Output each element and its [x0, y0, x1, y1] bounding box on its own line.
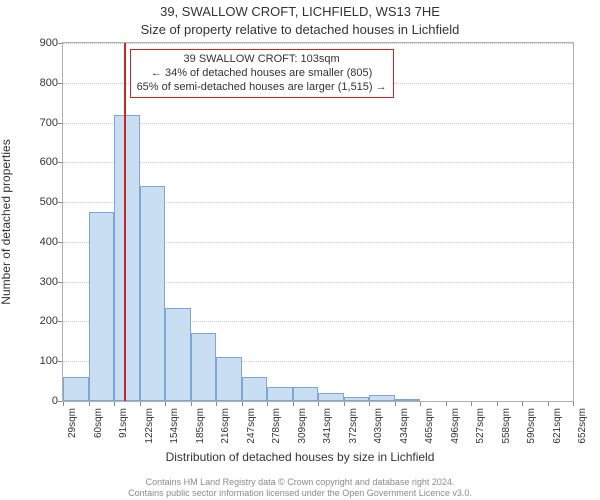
- x-tick-label: 403sqm: [373, 408, 384, 448]
- y-tick-mark: [58, 321, 62, 322]
- y-tick-mark: [58, 361, 62, 362]
- x-tick-mark: [242, 402, 243, 406]
- x-tick-mark: [471, 402, 472, 406]
- x-tick-mark: [191, 402, 192, 406]
- x-tick-label: 278sqm: [271, 408, 282, 448]
- x-tick-mark: [89, 402, 90, 406]
- page-title: 39, SWALLOW CROFT, LICHFIELD, WS13 7HE: [0, 4, 600, 19]
- y-tick-mark: [58, 83, 62, 84]
- x-tick-label: 122sqm: [144, 408, 155, 448]
- histogram-bar: [242, 377, 268, 401]
- property-marker-line: [124, 43, 126, 401]
- y-tick-mark: [58, 123, 62, 124]
- y-tick-mark: [58, 162, 62, 163]
- x-tick-mark: [420, 402, 421, 406]
- y-tick-label: 800: [24, 77, 58, 89]
- x-tick-label: 372sqm: [348, 408, 359, 448]
- histogram-bar: [63, 377, 89, 401]
- histogram-bar: [140, 186, 166, 401]
- y-tick-label: 400: [24, 236, 58, 248]
- x-tick-mark: [114, 402, 115, 406]
- x-tick-label: 590sqm: [526, 408, 537, 448]
- y-tick-mark: [58, 282, 62, 283]
- x-tick-mark: [140, 402, 141, 406]
- annotation-line-1: 39 SWALLOW CROFT: 103sqm: [137, 53, 387, 67]
- y-tick-label: 600: [24, 156, 58, 168]
- x-tick-mark: [369, 402, 370, 406]
- histogram-bar: [267, 387, 293, 401]
- gridline: [63, 123, 573, 124]
- histogram-bar: [89, 212, 115, 401]
- x-tick-mark: [63, 402, 64, 406]
- x-tick-mark: [395, 402, 396, 406]
- gridline: [63, 43, 573, 44]
- x-tick-label: 434sqm: [399, 408, 410, 448]
- x-tick-label: 652sqm: [577, 408, 588, 448]
- x-tick-label: 527sqm: [475, 408, 486, 448]
- y-tick-label: 300: [24, 276, 58, 288]
- histogram-bar: [191, 333, 217, 401]
- x-tick-mark: [344, 402, 345, 406]
- x-tick-mark: [497, 402, 498, 406]
- x-tick-label: 341sqm: [322, 408, 333, 448]
- chart-container: 39, SWALLOW CROFT, LICHFIELD, WS13 7HE S…: [0, 0, 600, 500]
- histogram-bar: [395, 399, 421, 401]
- attribution-footer: Contains HM Land Registry data © Crown c…: [0, 477, 600, 498]
- x-tick-label: 465sqm: [424, 408, 435, 448]
- x-tick-mark: [318, 402, 319, 406]
- footer-line-2: Contains public sector information licen…: [0, 488, 600, 498]
- x-tick-label: 185sqm: [195, 408, 206, 448]
- x-tick-label: 154sqm: [169, 408, 180, 448]
- page-subtitle: Size of property relative to detached ho…: [0, 22, 600, 37]
- x-tick-label: 558sqm: [501, 408, 512, 448]
- y-tick-label: 200: [24, 315, 58, 327]
- y-tick-mark: [58, 401, 62, 402]
- gridline: [63, 162, 573, 163]
- x-axis-label: Distribution of detached houses by size …: [0, 450, 600, 464]
- annotation-line-3: 65% of semi-detached houses are larger (…: [137, 81, 387, 95]
- x-tick-label: 247sqm: [246, 408, 257, 448]
- histogram-bar: [293, 387, 319, 401]
- x-tick-mark: [573, 402, 574, 406]
- y-tick-label: 100: [24, 355, 58, 367]
- histogram-bar: [216, 357, 242, 401]
- x-tick-label: 621sqm: [552, 408, 563, 448]
- histogram-bar: [318, 393, 344, 401]
- footer-line-1: Contains HM Land Registry data © Crown c…: [0, 477, 600, 487]
- x-tick-label: 29sqm: [67, 408, 78, 448]
- x-tick-mark: [548, 402, 549, 406]
- histogram-bar: [165, 308, 191, 401]
- x-tick-label: 60sqm: [93, 408, 104, 448]
- x-tick-mark: [165, 402, 166, 406]
- x-tick-mark: [216, 402, 217, 406]
- y-tick-label: 900: [24, 37, 58, 49]
- x-tick-label: 91sqm: [118, 408, 129, 448]
- property-annotation: 39 SWALLOW CROFT: 103sqm← 34% of detache…: [130, 49, 394, 98]
- x-tick-mark: [446, 402, 447, 406]
- x-tick-mark: [293, 402, 294, 406]
- y-tick-mark: [58, 43, 62, 44]
- x-tick-label: 309sqm: [297, 408, 308, 448]
- x-tick-mark: [522, 402, 523, 406]
- y-tick-label: 0: [24, 395, 58, 407]
- histogram-bar: [344, 397, 370, 401]
- x-tick-label: 496sqm: [450, 408, 461, 448]
- y-tick-mark: [58, 202, 62, 203]
- plot-area: 39 SWALLOW CROFT: 103sqm← 34% of detache…: [62, 42, 574, 402]
- y-tick-mark: [58, 242, 62, 243]
- y-axis-label: Number of detached properties: [0, 139, 13, 304]
- histogram-bar: [114, 115, 140, 401]
- x-tick-label: 216sqm: [220, 408, 231, 448]
- histogram-bar: [369, 395, 395, 401]
- x-tick-mark: [267, 402, 268, 406]
- y-tick-label: 500: [24, 196, 58, 208]
- annotation-line-2: ← 34% of detached houses are smaller (80…: [137, 67, 387, 81]
- y-tick-label: 700: [24, 117, 58, 129]
